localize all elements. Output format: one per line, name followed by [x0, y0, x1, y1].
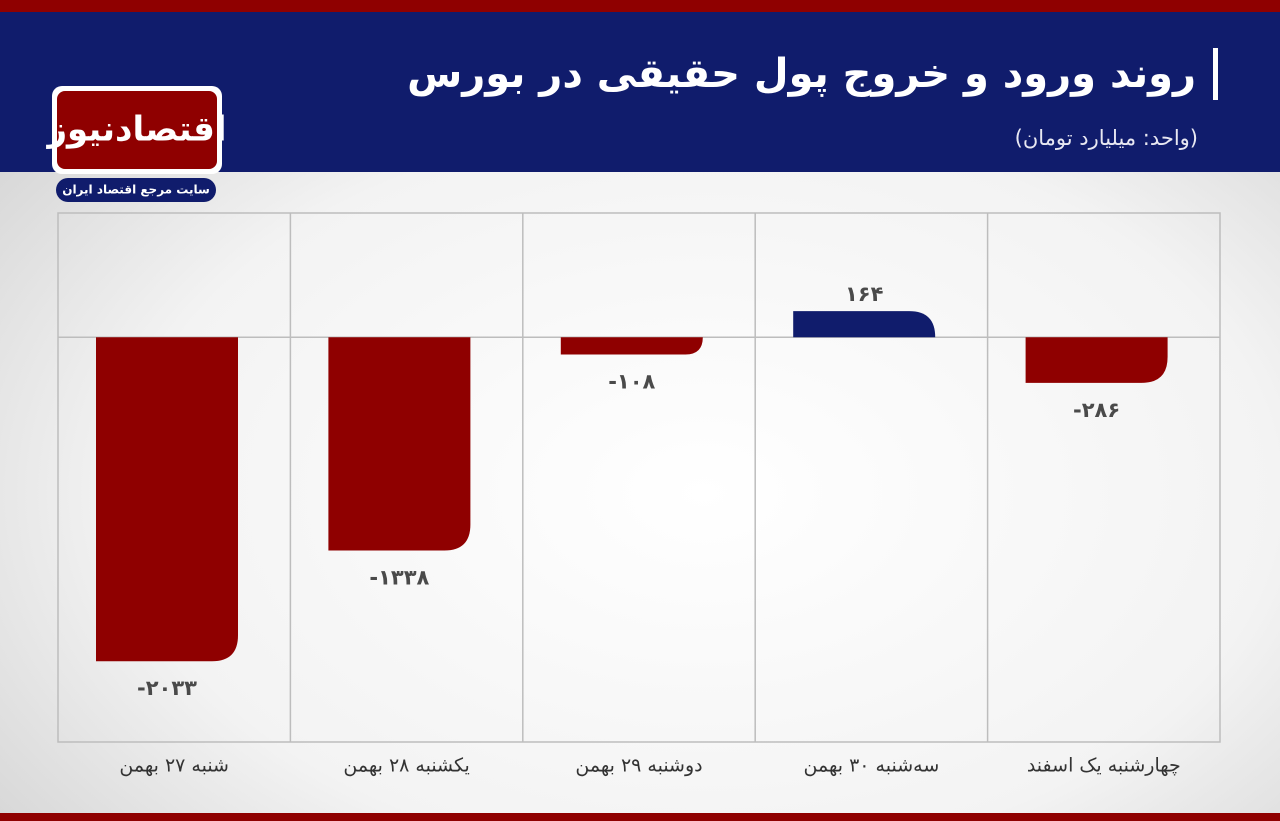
chart-subtitle: (واحد: میلیارد تومان): [1015, 126, 1198, 150]
value-label: -۲۰۳۳: [137, 676, 197, 700]
logo-text: اقتصادنیوز: [45, 110, 226, 150]
logo-tagline: سایت مرجع اقتصاد ایران: [62, 183, 210, 197]
x-tick-label: شنبه ۲۷ بهمن: [119, 755, 229, 777]
plot-frame: [57, 212, 1221, 743]
bar: [793, 311, 936, 338]
value-label: -۲۸۶: [1073, 398, 1120, 422]
bar: [560, 337, 703, 355]
x-tick-label: دوشنبه ۲۹ بهمن: [575, 755, 702, 777]
logo-box: [57, 91, 217, 169]
value-label: -۱۰۸: [608, 369, 655, 393]
value-label: ۱۶۴: [845, 282, 884, 306]
title-marker: [1213, 48, 1218, 100]
logo-tagline-box: [56, 178, 216, 202]
top-stripe: [0, 0, 1280, 12]
value-label: -۱۳۳۸: [369, 565, 429, 589]
x-tick-label: چهارشنبه یک اسفند: [1027, 755, 1181, 777]
bar: [1025, 337, 1168, 383]
bar: [96, 337, 238, 662]
bottom-stripe: [0, 813, 1280, 821]
bar: [328, 337, 471, 551]
chart-title: روند ورود و خروج پول حقیقی در بورس: [407, 51, 1196, 97]
x-tick-label: سه‌شنبه ۳۰ بهمن: [804, 755, 940, 777]
x-tick-label: یکشنبه ۲۸ بهمن: [343, 755, 469, 777]
